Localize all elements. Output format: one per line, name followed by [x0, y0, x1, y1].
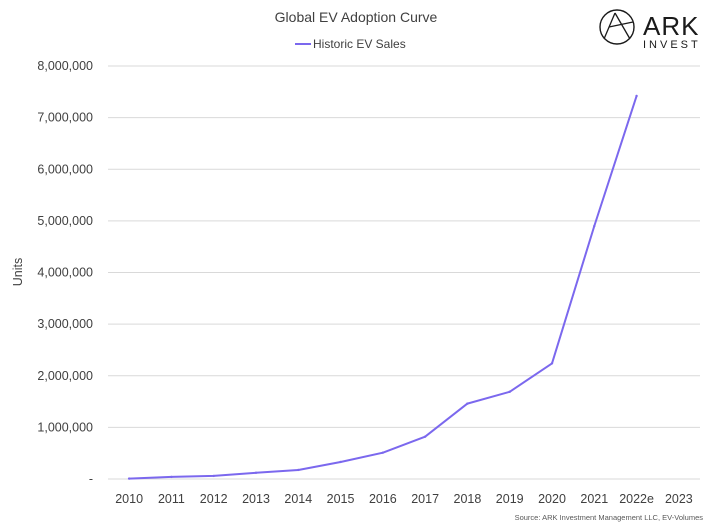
data-point [635, 94, 638, 98]
y-tick-label: 4,000,000 [37, 266, 93, 280]
data-point [381, 451, 385, 454]
data-point [466, 402, 469, 405]
x-tick-label: 2012 [200, 492, 228, 506]
brand-subtitle: INVEST [643, 39, 701, 51]
y-axis-ticks: - 1,000,000 2,000,000 3,000,000 4,000,000 5,0… [37, 59, 93, 486]
y-tick-label: 2,000,000 [37, 369, 93, 383]
source-note: Source: ARK Investment Management LLC, E… [515, 513, 704, 522]
y-tick-label: 8,000,000 [37, 59, 93, 73]
x-tick-label: 2020 [538, 492, 566, 506]
data-point [254, 471, 258, 475]
ark-invest-logo: ARK INVEST [599, 9, 701, 51]
series-layer [127, 94, 638, 480]
y-axis-label: Units [11, 258, 25, 286]
x-tick-label: 2013 [242, 492, 270, 506]
x-tick-label: 2010 [115, 492, 143, 506]
data-point [508, 390, 511, 393]
x-tick-label: 2023 [665, 492, 693, 506]
data-point [170, 475, 173, 479]
chart-legend: Historic EV Sales [295, 37, 406, 51]
brand-name: ARK [643, 11, 699, 41]
data-point [593, 224, 596, 228]
x-tick-label: 2018 [454, 492, 482, 506]
y-tick-label: - [89, 472, 93, 486]
x-axis-ticks: 2010 2011 2012 2013 2014 2015 2016 2017 2018 2019… [115, 492, 693, 506]
y-tick-label: 6,000,000 [37, 162, 93, 176]
data-point [550, 362, 554, 365]
legend-label-historic-ev-sales: Historic EV Sales [313, 37, 406, 51]
x-tick-label: 2022e [619, 492, 654, 506]
data-point [212, 474, 215, 478]
chart-title: Global EV Adoption Curve [275, 9, 438, 25]
x-tick-label: 2016 [369, 492, 397, 506]
x-tick-label: 2011 [158, 492, 185, 506]
gridlines [108, 65, 700, 480]
ark-logo-icon [599, 9, 635, 45]
x-tick-label: 2015 [327, 492, 355, 506]
y-tick-label: 1,000,000 [37, 420, 93, 434]
data-point [339, 460, 342, 464]
y-tick-label: 7,000,000 [37, 111, 93, 125]
x-tick-label: 2017 [411, 492, 439, 506]
series-line-historic-ev-sales [128, 94, 638, 480]
y-tick-label: 3,000,000 [37, 317, 93, 331]
data-point [423, 435, 427, 438]
x-tick-label: 2021 [580, 492, 608, 506]
data-point [127, 477, 131, 480]
data-point [297, 468, 300, 472]
x-tick-label: 2019 [496, 492, 524, 506]
y-tick-label: 5,000,000 [37, 214, 93, 228]
x-tick-label: 2014 [284, 492, 312, 506]
